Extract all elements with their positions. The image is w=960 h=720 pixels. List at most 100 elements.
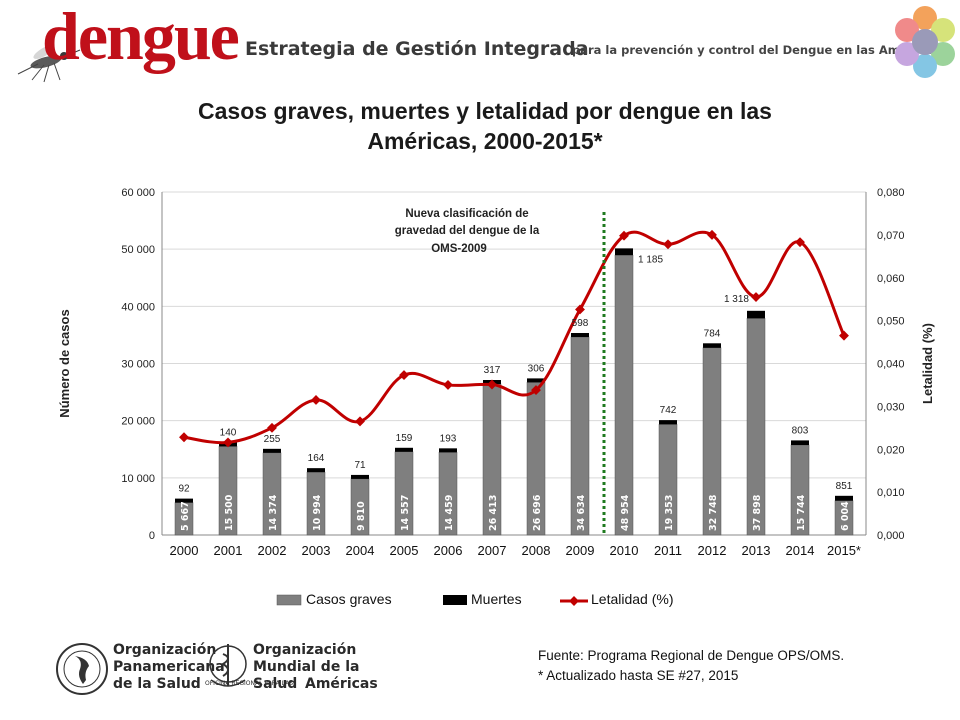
label-casos-graves: 14 557	[400, 495, 411, 531]
label-casos-graves: 10 994	[312, 494, 323, 531]
oms-line3: Américas	[305, 676, 378, 692]
y2-tick-label: 0,020	[877, 444, 905, 456]
oms-line2: Mundial de la Salud	[253, 659, 360, 692]
x-tick-label: 2007	[478, 543, 507, 558]
bar-muertes	[615, 248, 633, 256]
x-tick-label: 2014	[786, 543, 815, 558]
dengue-logo: dengue	[42, 0, 240, 74]
label-casos-graves: 14 459	[444, 495, 455, 531]
label-casos-graves: 6 004	[840, 501, 851, 531]
bar-muertes	[439, 448, 457, 453]
label-muertes: 255	[264, 434, 281, 445]
label-muertes: 598	[572, 318, 589, 329]
y2-tick-label: 0,070	[877, 230, 905, 242]
letalidad-marker	[795, 237, 805, 248]
bar-muertes	[263, 448, 281, 453]
legend-marker-letalidad	[569, 596, 579, 606]
x-tick-label: 2008	[522, 543, 551, 558]
strategy-logo-icon	[895, 6, 955, 78]
label-casos-graves: 19 353	[664, 495, 675, 531]
x-tick-label: 2003	[302, 543, 331, 558]
label-muertes: 1 185	[638, 254, 663, 265]
letalidad-marker	[575, 304, 585, 315]
bar-muertes	[835, 495, 853, 501]
letalidad-marker	[267, 422, 277, 433]
y2-tick-label: 0,050	[877, 316, 905, 328]
source-note: Fuente: Programa Regional de Dengue OPS/…	[538, 646, 844, 686]
ops-globe-icon	[56, 643, 108, 695]
annotation-line1: Nueva clasificación de	[405, 208, 528, 220]
y-tick-label: 20 000	[121, 416, 155, 428]
x-tick-label: 2010	[610, 543, 639, 558]
legend: Casos graves Muertes Letalidad (%)	[276, 591, 674, 607]
letalidad-marker	[399, 370, 409, 381]
label-casos-graves: 15 500	[224, 494, 235, 531]
x-tick-label: 2002	[258, 543, 287, 558]
y-axis-title: Número de casos	[57, 309, 72, 417]
bars	[174, 248, 854, 536]
letalidad-marker	[707, 229, 717, 240]
label-casos-graves: 15 744	[796, 494, 807, 531]
bar-muertes	[395, 447, 413, 452]
letalidad-marker	[531, 385, 541, 396]
label-casos-graves: 9 810	[356, 501, 367, 531]
axes: 0 10 000 20 000 30 000 40 000 50 000 60 000 0,0…	[57, 187, 935, 558]
legend-label-letalidad: Letalidad (%)	[591, 591, 674, 607]
letalidad-marker	[223, 437, 233, 448]
y2-axis-title: Letalidad (%)	[920, 323, 935, 404]
letalidad-marker	[839, 330, 849, 341]
label-muertes: 317	[484, 365, 501, 376]
y2-tick-label: 0,080	[877, 187, 905, 199]
bar-muertes	[659, 420, 677, 425]
label-casos-graves: 48 954	[620, 494, 631, 531]
label-casos-graves: 32 748	[708, 494, 719, 531]
y-tick-label: 40 000	[121, 301, 155, 313]
bar-muertes	[571, 333, 589, 338]
letalidad-marker	[355, 416, 365, 427]
x-tick-label: 2009	[566, 543, 595, 558]
bar-muertes	[351, 474, 369, 479]
y-tick-label: 0	[149, 530, 155, 542]
label-muertes: 306	[528, 363, 545, 374]
x-tick-label: 2001	[214, 543, 243, 558]
label-muertes: 92	[178, 484, 190, 495]
mosquito-icon	[17, 45, 81, 83]
source-line1: Fuente: Programa Regional de Dengue OPS/…	[538, 648, 845, 663]
banner-title: Estrategia de Gestión Integrada	[245, 38, 589, 60]
letalidad-line	[179, 212, 849, 535]
chart-title-line2: Américas, 2000-2015*	[367, 128, 603, 154]
bar-casos-graves	[614, 254, 634, 536]
label-casos-graves: 14 374	[268, 494, 279, 531]
label-muertes: 803	[792, 425, 809, 436]
banner: dengue Estrategia de Gestión Integrada p…	[0, 0, 960, 90]
oms-emblem-icon	[209, 644, 247, 687]
letalidad-marker	[619, 230, 629, 241]
footer-logos: Organización Panamericana de la Salud Or…	[55, 640, 378, 700]
x-tick-label: 2004	[346, 543, 375, 558]
letalidad-marker	[487, 379, 497, 390]
letalidad-marker	[443, 379, 453, 390]
bar-muertes	[307, 468, 325, 473]
oms-line1: Organización	[253, 642, 357, 658]
y2-tick-label: 0,040	[877, 359, 905, 371]
label-muertes: 1 318	[724, 294, 749, 305]
label-muertes: 784	[704, 328, 721, 339]
label-casos-graves: 26 696	[532, 494, 543, 531]
label-muertes: 742	[660, 405, 677, 416]
label-casos-graves: 26 413	[488, 495, 499, 531]
label-muertes: 159	[396, 433, 413, 444]
letalidad-marker	[311, 394, 321, 405]
y-tick-label: 50 000	[121, 244, 155, 256]
label-casos-graves: 37 898	[752, 494, 763, 531]
legend-swatch-casos	[276, 594, 302, 606]
annotation-line3: OMS-2009	[431, 243, 487, 255]
letalidad-marker	[179, 432, 189, 443]
x-tick-label: 2000	[170, 543, 199, 558]
label-casos-graves: 5 667	[180, 501, 191, 531]
y2-tick-label: 0,000	[877, 530, 905, 542]
x-tick-label: 2005	[390, 543, 419, 558]
y-tick-label: 60 000	[121, 187, 155, 199]
y2-tick-label: 0,060	[877, 273, 905, 285]
y2-tick-label: 0,030	[877, 401, 905, 413]
label-muertes: 140	[220, 427, 237, 438]
